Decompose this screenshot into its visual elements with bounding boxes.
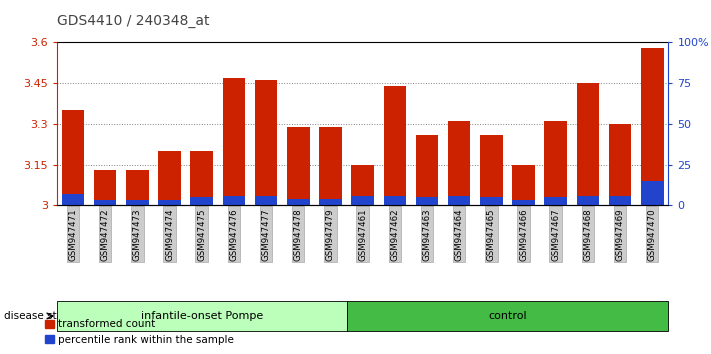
Bar — [94, 200, 117, 205]
Bar — [62, 110, 84, 205]
Bar — [319, 127, 342, 205]
Bar — [126, 200, 149, 205]
Bar — [641, 181, 663, 205]
Bar — [126, 170, 149, 205]
Bar — [383, 86, 406, 205]
Bar — [448, 121, 471, 205]
Text: infantile-onset Pompe: infantile-onset Pompe — [141, 311, 263, 321]
Text: disease state: disease state — [4, 311, 73, 321]
Bar — [351, 165, 374, 205]
Bar — [191, 151, 213, 205]
Bar — [480, 197, 503, 205]
Bar — [94, 170, 117, 205]
Bar — [159, 200, 181, 205]
Bar — [545, 197, 567, 205]
Bar — [223, 195, 245, 205]
Bar — [577, 83, 599, 205]
Bar — [159, 151, 181, 205]
Bar — [609, 124, 631, 205]
Text: GDS4410 / 240348_at: GDS4410 / 240348_at — [57, 14, 209, 28]
Bar — [191, 197, 213, 205]
Bar — [609, 195, 631, 205]
Bar — [255, 80, 277, 205]
Bar — [641, 48, 663, 205]
Bar — [416, 135, 438, 205]
Bar — [223, 78, 245, 205]
Bar — [351, 195, 374, 205]
Legend: transformed count, percentile rank within the sample: transformed count, percentile rank withi… — [41, 315, 238, 349]
Bar — [512, 200, 535, 205]
Bar — [287, 127, 309, 205]
Bar — [448, 195, 471, 205]
Bar — [383, 195, 406, 205]
Bar — [416, 197, 438, 205]
Bar — [577, 195, 599, 205]
Bar — [62, 194, 84, 205]
Bar — [255, 195, 277, 205]
Bar — [287, 199, 309, 205]
Bar — [480, 135, 503, 205]
Bar — [512, 165, 535, 205]
Text: control: control — [488, 311, 527, 321]
Bar — [545, 121, 567, 205]
Bar — [319, 199, 342, 205]
